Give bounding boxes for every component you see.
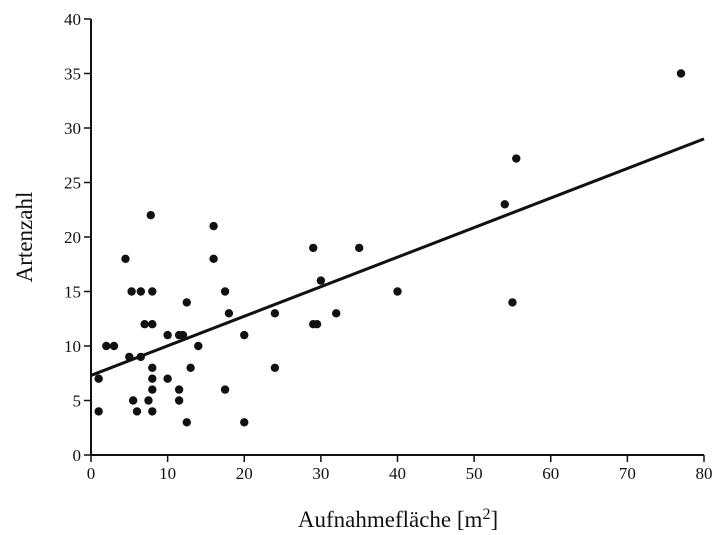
- data-point: [186, 363, 195, 372]
- y-tick-label: 25: [64, 174, 81, 193]
- data-point: [354, 243, 364, 253]
- y-tick-label: 15: [64, 283, 81, 302]
- data-point: [121, 254, 130, 263]
- x-axis-title-superscript: 2: [482, 506, 490, 523]
- data-point: [109, 341, 119, 351]
- data-point: [148, 385, 157, 394]
- x-tick-label: 80: [696, 464, 713, 483]
- y-axis-ticks: 0 5 10 15 20 25 30 35 40: [64, 10, 91, 465]
- data-point: [270, 363, 280, 372]
- y-tick-label: 0: [73, 446, 82, 465]
- data-point: [94, 407, 103, 416]
- data-point: [163, 330, 172, 340]
- data-point: [194, 341, 203, 351]
- data-point: [316, 276, 326, 285]
- y-tick-label: 35: [64, 65, 81, 84]
- data-point: [132, 407, 142, 416]
- x-tick-label: 10: [159, 464, 176, 483]
- data-point: [270, 309, 280, 318]
- data-point: [136, 287, 146, 296]
- data-point: [174, 396, 184, 405]
- y-tick-label: 10: [64, 337, 81, 356]
- data-point: [148, 363, 157, 372]
- data-point: [127, 287, 136, 296]
- data-point: [508, 298, 517, 307]
- y-tick-label: 40: [64, 10, 81, 29]
- data-point: [102, 341, 111, 351]
- y-tick-label: 5: [73, 392, 82, 411]
- data-point: [393, 287, 402, 296]
- data-point: [312, 320, 322, 329]
- data-point: [500, 200, 509, 209]
- data-point: [148, 407, 157, 416]
- data-point: [144, 396, 153, 405]
- data-point: [512, 154, 521, 163]
- data-point: [136, 352, 146, 362]
- data-point: [148, 374, 157, 383]
- data-point: [309, 243, 318, 253]
- regression-line: [90, 137, 705, 377]
- data-point: [128, 396, 138, 405]
- x-axis-title: Aufnahmefläche [m2]: [298, 506, 498, 532]
- x-axis-ticks: 0 10 20 30 40 50 60 70 80: [87, 455, 713, 483]
- data-point: [140, 320, 149, 329]
- data-point: [182, 418, 191, 427]
- data-point: [146, 211, 155, 220]
- data-point: [240, 330, 249, 340]
- x-axis-title-main: Aufnahmefläche [m: [298, 507, 483, 532]
- x-tick-label: 50: [466, 464, 483, 483]
- data-point: [148, 287, 157, 296]
- y-axis-title: Artenzahl: [12, 192, 37, 283]
- y-tick-label: 30: [64, 119, 81, 138]
- y-tick-label: 20: [64, 228, 81, 247]
- data-point: [676, 69, 686, 78]
- x-tick-label: 70: [619, 464, 636, 483]
- x-tick-label: 0: [87, 464, 96, 483]
- data-point: [209, 254, 218, 263]
- data-point: [220, 287, 230, 296]
- x-tick-label: 40: [389, 464, 406, 483]
- x-axis-title-close: ]: [490, 507, 498, 532]
- data-point: [332, 309, 341, 318]
- data-point: [94, 374, 103, 383]
- data-point: [178, 330, 188, 340]
- data-point: [220, 385, 230, 394]
- data-point: [125, 352, 134, 362]
- data-point: [163, 374, 172, 383]
- data-point: [240, 418, 249, 427]
- x-tick-label: 20: [236, 464, 253, 483]
- data-point: [148, 320, 157, 329]
- data-point: [182, 298, 191, 307]
- x-tick-label: 60: [542, 464, 559, 483]
- data-points: [94, 69, 686, 427]
- data-point: [224, 309, 234, 318]
- data-point: [174, 385, 184, 394]
- data-point: [209, 221, 218, 231]
- x-tick-label: 30: [312, 464, 329, 483]
